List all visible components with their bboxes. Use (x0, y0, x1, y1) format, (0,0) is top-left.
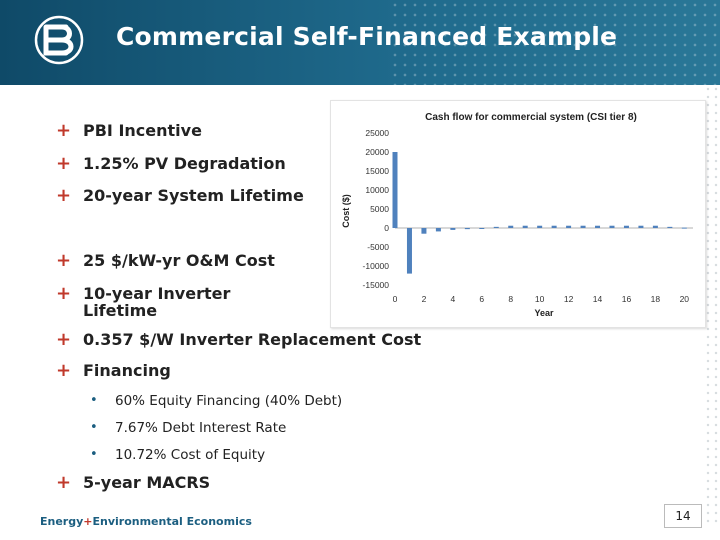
company-logo-icon (34, 15, 84, 65)
chart-x-tick-label: 10 (535, 294, 545, 304)
chart-x-tick-label: 20 (680, 294, 690, 304)
chart-bar (493, 226, 499, 228)
bullet-label: 0.357 $/W Inverter Replacement Cost (83, 330, 422, 349)
plus-bullet-icon: + (56, 283, 72, 304)
chart-y-tick-label: 0 (384, 223, 389, 233)
chart-y-tick-label: 20000 (365, 147, 389, 157)
plus-bullet-icon: + (56, 329, 72, 350)
chart-bar (435, 228, 441, 232)
chart-y-tick-label: -10000 (363, 261, 390, 271)
chart-y-tick-label: -15000 (363, 280, 390, 290)
chart-bar (580, 225, 586, 228)
chart-y-tick-label: -5000 (367, 242, 389, 252)
bullet-label: Financing (83, 361, 171, 380)
chart-bar (522, 225, 528, 228)
chart-canvas: Cash flow for commercial system (CSI tie… (341, 112, 693, 318)
side-dot-pattern (704, 85, 720, 525)
chart-bar (652, 225, 658, 228)
chart-x-tick-label: 16 (622, 294, 632, 304)
header-background (0, 0, 720, 85)
chart-bar (479, 228, 485, 229)
footer-company-name: Energy+Environmental Economics (40, 515, 252, 528)
bullet-label: 1.25% PV Degradation (83, 154, 286, 173)
chart-y-tick-label: 5000 (370, 204, 389, 214)
chart-x-axis-label: Year (534, 308, 554, 318)
chart-bar (609, 225, 615, 228)
chart-bar (406, 228, 412, 274)
footer-name-prefix: Energy (40, 515, 84, 528)
chart-bar (508, 225, 514, 228)
header-bar: Commercial Self-Financed Example (0, 0, 720, 85)
chart-bar (421, 228, 427, 234)
dot-bullet-icon: • (90, 447, 98, 462)
header-dot-pattern (390, 0, 720, 85)
chart-y-axis-label: Cost ($) (341, 194, 351, 228)
cash-flow-chart: Cash flow for commercial system (CSI tie… (330, 100, 706, 328)
chart-bar (450, 228, 456, 230)
chart-bar (464, 228, 470, 230)
chart-bar (681, 227, 687, 229)
slide-title: Commercial Self-Financed Example (116, 22, 618, 51)
bullet-label: 25 $/kW-yr O&M Cost (83, 251, 275, 270)
bullet-label: 5-year MACRS (83, 473, 211, 492)
chart-y-tick-label: 10000 (365, 185, 389, 195)
chart-x-tick-label: 6 (479, 294, 484, 304)
chart-x-tick-label: 14 (593, 294, 603, 304)
bullet-label-line1: 10-year Inverter (83, 284, 231, 303)
chart-title: Cash flow for commercial system (CSI tie… (425, 112, 637, 123)
chart-x-tick-label: 12 (564, 294, 574, 304)
chart-bar (551, 225, 557, 228)
chart-x-tick-label: 18 (651, 294, 661, 304)
chart-bar (392, 152, 398, 228)
footer-plus-sign: + (83, 515, 93, 528)
chart-bar (537, 225, 543, 228)
chart-y-tick-label: 15000 (365, 166, 389, 176)
chart-bar (566, 225, 572, 228)
sub-bullet-label: 60% Equity Financing (40% Debt) (115, 393, 343, 409)
sub-bullet-label: 10.72% Cost of Equity (115, 447, 266, 463)
chart-bar (638, 225, 644, 228)
chart-y-tick-label: 25000 (365, 128, 389, 138)
chart-bar (667, 226, 673, 228)
chart-x-tick-label: 0 (393, 294, 398, 304)
chart-x-tick-label: 8 (508, 294, 513, 304)
chart-x-tick-label: 2 (422, 294, 427, 304)
chart-bar (595, 225, 601, 228)
bullet-label: 20-year System Lifetime (83, 186, 304, 205)
sub-bullet-label: 7.67% Debt Interest Rate (115, 420, 287, 436)
plus-bullet-icon: + (56, 360, 72, 381)
plus-bullet-icon: + (56, 250, 72, 271)
plus-bullet-icon: + (56, 120, 72, 141)
footer-name-suffix: Environmental Economics (92, 515, 252, 528)
dot-bullet-icon: • (90, 420, 98, 435)
chart-x-tick-label: 4 (450, 294, 455, 304)
chart-bar (623, 225, 629, 228)
bullet-label: PBI Incentive (83, 121, 202, 140)
plus-bullet-icon: + (56, 472, 72, 493)
dot-bullet-icon: • (90, 393, 98, 408)
plus-bullet-icon: + (56, 185, 72, 206)
plus-bullet-icon: + (56, 153, 72, 174)
page-number: 14 (664, 504, 702, 528)
bullet-label-line2: Lifetime (83, 301, 158, 320)
